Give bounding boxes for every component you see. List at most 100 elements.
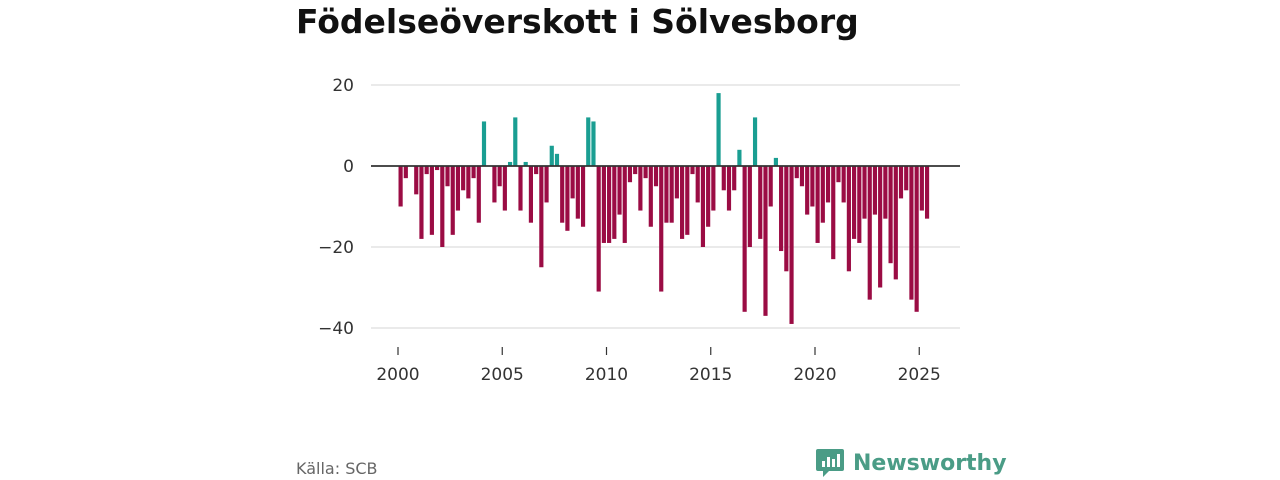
bar: [648, 166, 653, 227]
bar: [763, 166, 768, 316]
bar: [799, 166, 805, 187]
x-tick-label: 2025: [898, 365, 941, 385]
bar: [742, 166, 747, 312]
bar: [680, 166, 685, 239]
bar: [846, 166, 851, 272]
bar: [492, 166, 497, 203]
bar: [580, 166, 586, 227]
bar: [466, 166, 471, 199]
bar: [523, 161, 528, 166]
y-tick-label: −20: [318, 238, 354, 258]
bar: [690, 166, 695, 175]
bar: [862, 166, 867, 219]
bar: [622, 166, 627, 243]
bar: [414, 166, 419, 195]
bar: [450, 166, 455, 235]
y-tick-label: −40: [318, 319, 354, 339]
x-axis-ticks: 2000 2005 2010 2015 2020 2025: [376, 347, 941, 385]
bar: [513, 117, 518, 166]
bar: [909, 166, 914, 300]
bar: [596, 166, 601, 292]
bar: [617, 166, 622, 215]
bar: [570, 166, 575, 199]
bar: [700, 166, 706, 247]
bar: [601, 166, 606, 243]
bar: [852, 166, 857, 239]
bar-chart: 20 0 −20 −40 2000 2005 2010 2015 2020 2025: [318, 76, 960, 385]
bar: [904, 166, 909, 191]
bar: [471, 166, 476, 179]
bar: [518, 166, 523, 211]
bar: [424, 166, 429, 175]
bar: [539, 166, 544, 268]
y-tick-label: 0: [343, 157, 354, 177]
bar: [586, 117, 591, 166]
bar: [591, 121, 596, 166]
x-tick-label: 2000: [376, 365, 419, 385]
bar: [659, 166, 664, 292]
bar: [815, 166, 820, 243]
bar: [664, 166, 669, 223]
bar: [398, 166, 403, 207]
bar: [711, 166, 716, 211]
bar: [549, 145, 554, 166]
bar: [732, 166, 737, 191]
bar: [429, 166, 434, 235]
bar: [643, 166, 648, 179]
x-tick-label: 2020: [793, 365, 836, 385]
bar: [685, 166, 690, 235]
x-tick-label: 2015: [689, 365, 732, 385]
bar: [653, 166, 659, 187]
bar: [914, 166, 919, 312]
bar: [888, 166, 893, 264]
bar: [481, 121, 487, 166]
bar: [752, 117, 758, 166]
x-tick-label: 2010: [585, 365, 628, 385]
bar: [638, 166, 643, 211]
bar: [627, 166, 633, 183]
bar: [758, 166, 763, 239]
bar: [893, 166, 898, 280]
y-axis-ticks: 20 0 −20 −40: [318, 76, 354, 339]
bar: [633, 166, 638, 175]
bar: [544, 166, 549, 203]
bar: [554, 153, 560, 166]
bar: [497, 166, 502, 187]
bar: [502, 166, 507, 211]
bar: [476, 166, 481, 223]
bar: [779, 166, 784, 252]
bar: [607, 166, 612, 243]
chart-title: Födelseöverskott i Sölvesborg: [296, 2, 859, 41]
bar: [768, 166, 773, 207]
source-label: Källa: SCB: [296, 459, 378, 478]
bar: [857, 166, 862, 243]
bar: [575, 166, 580, 219]
bar: [565, 166, 570, 231]
bar: [805, 166, 810, 215]
brand-logo[interactable]: Newsworthy: [815, 447, 1007, 479]
bar: [867, 166, 872, 300]
bar: [747, 166, 752, 247]
bar: [810, 166, 815, 207]
bar: [924, 166, 930, 219]
bar: [794, 166, 799, 179]
brand-name: Newsworthy: [853, 450, 1007, 476]
bar: [898, 166, 904, 199]
bar: [789, 166, 794, 324]
bar: [773, 157, 778, 166]
bar: [883, 166, 888, 219]
y-tick-label: 20: [332, 76, 354, 96]
bar: [440, 166, 445, 247]
bar: [534, 166, 539, 175]
bar: [831, 166, 836, 260]
bar: [445, 166, 450, 187]
bars: [398, 93, 930, 324]
bar: [435, 166, 440, 171]
bar: [784, 166, 789, 272]
bar: [706, 166, 711, 227]
bar: [507, 161, 513, 166]
newsworthy-logo-icon: [816, 449, 844, 477]
bar: [612, 166, 617, 239]
bar: [455, 166, 461, 211]
bar: [716, 93, 721, 166]
